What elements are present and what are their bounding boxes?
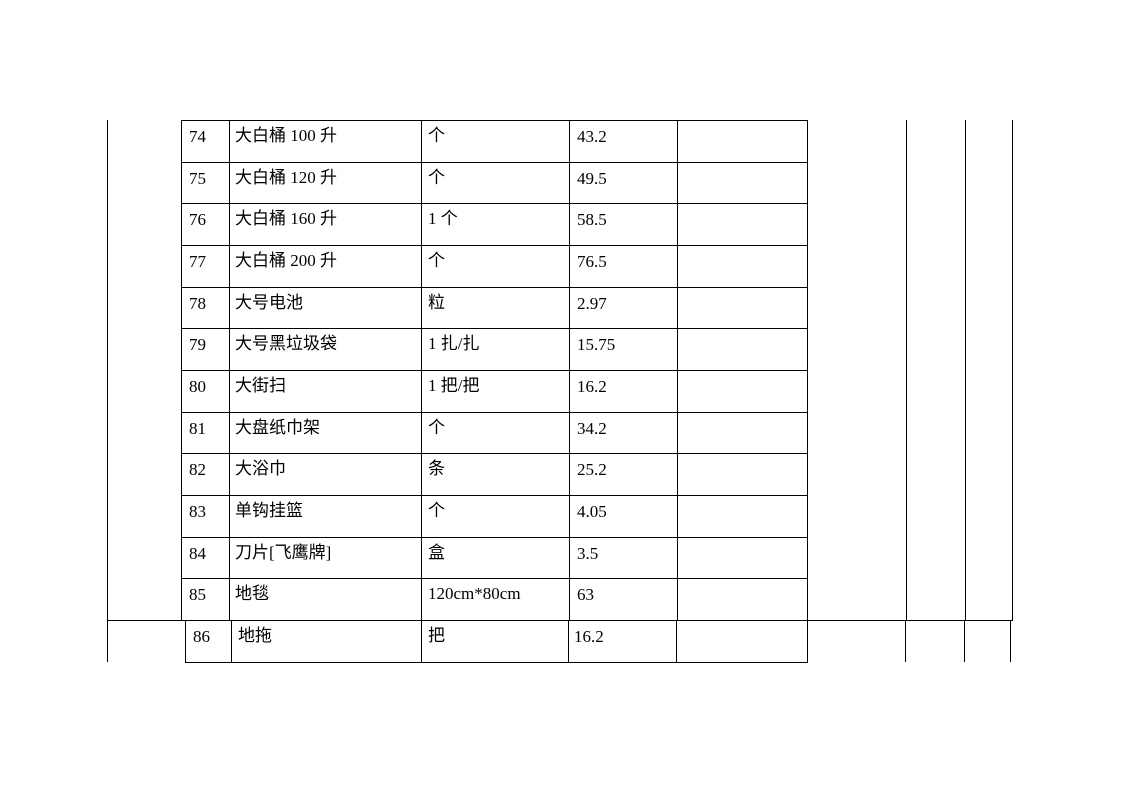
row-number: 77 (189, 252, 206, 271)
item-price: 25.2 (577, 460, 607, 479)
table-line (906, 120, 907, 620)
row-number: 85 (189, 585, 206, 604)
row-number: 76 (189, 210, 206, 229)
item-price: 4.05 (577, 502, 607, 521)
table-line (181, 245, 808, 246)
item-name: 大白桶 120 升 (235, 168, 337, 187)
table-line (421, 620, 422, 662)
item-name: 大号电池 (235, 293, 303, 312)
item-price: 15.75 (577, 335, 616, 354)
item-price: 49.5 (577, 169, 607, 188)
item-unit: 个 (428, 418, 445, 437)
item-unit: 盒 (428, 543, 445, 562)
row-number: 83 (189, 502, 206, 521)
item-name: 大浴巾 (235, 459, 286, 478)
item-unit: 个 (428, 168, 445, 187)
table-line (568, 620, 569, 662)
table-line (181, 120, 808, 121)
item-unit: 1 把/把 (428, 376, 480, 395)
table-line (181, 203, 808, 204)
item-name: 地毯 (235, 584, 269, 603)
table-line (905, 620, 906, 662)
table-line (185, 620, 186, 662)
row-number: 81 (189, 419, 206, 438)
item-name: 大白桶 100 升 (235, 126, 337, 145)
row-number: 79 (189, 335, 206, 354)
row-number: 86 (193, 627, 210, 646)
table-line (181, 412, 808, 413)
table-line (181, 495, 808, 496)
table-line (107, 620, 1013, 621)
table-line (676, 620, 677, 662)
item-unit: 1 扎/扎 (428, 334, 480, 353)
item-name: 大盘纸巾架 (235, 418, 320, 437)
row-number: 75 (189, 169, 206, 188)
item-price: 43.2 (577, 127, 607, 146)
table-line (965, 120, 966, 620)
table-line (807, 620, 808, 662)
table-line (964, 620, 965, 662)
table-line (181, 453, 808, 454)
table-line (107, 120, 108, 620)
item-unit: 条 (428, 459, 445, 478)
item-unit: 个 (428, 501, 445, 520)
row-number: 80 (189, 377, 206, 396)
row-number: 74 (189, 127, 206, 146)
item-name: 刀片[飞鹰牌] (235, 543, 332, 562)
row-number: 84 (189, 544, 206, 563)
item-unit: 个 (428, 126, 445, 145)
table-line (1012, 120, 1013, 620)
item-unit: 把 (428, 626, 445, 645)
item-name: 大号黑垃圾袋 (235, 334, 337, 353)
table-line (107, 620, 108, 662)
item-unit: 粒 (428, 293, 445, 312)
item-unit: 1 个 (428, 209, 458, 228)
item-name: 单钩挂篮 (235, 501, 303, 520)
row-number: 78 (189, 294, 206, 313)
table-line (231, 620, 232, 662)
item-price: 58.5 (577, 210, 607, 229)
table-line (181, 287, 808, 288)
item-unit: 120cm*80cm (428, 584, 521, 603)
item-price: 16.2 (577, 377, 607, 396)
table-line (181, 328, 808, 329)
item-price: 76.5 (577, 252, 607, 271)
item-price: 2.97 (577, 294, 607, 313)
item-name: 地拖 (238, 626, 272, 645)
table-line (181, 537, 808, 538)
table-line (181, 370, 808, 371)
table-line (1010, 620, 1011, 662)
item-name: 大白桶 160 升 (235, 209, 337, 228)
item-name: 大白桶 200 升 (235, 251, 337, 270)
table-line (185, 662, 808, 663)
item-price: 63 (577, 585, 594, 604)
item-unit: 个 (428, 251, 445, 270)
item-price: 34.2 (577, 419, 607, 438)
table-line (181, 162, 808, 163)
row-number: 82 (189, 460, 206, 479)
item-price: 16.2 (574, 627, 604, 646)
table-line (181, 578, 808, 579)
item-name: 大街扫 (235, 376, 286, 395)
item-price: 3.5 (577, 544, 599, 563)
